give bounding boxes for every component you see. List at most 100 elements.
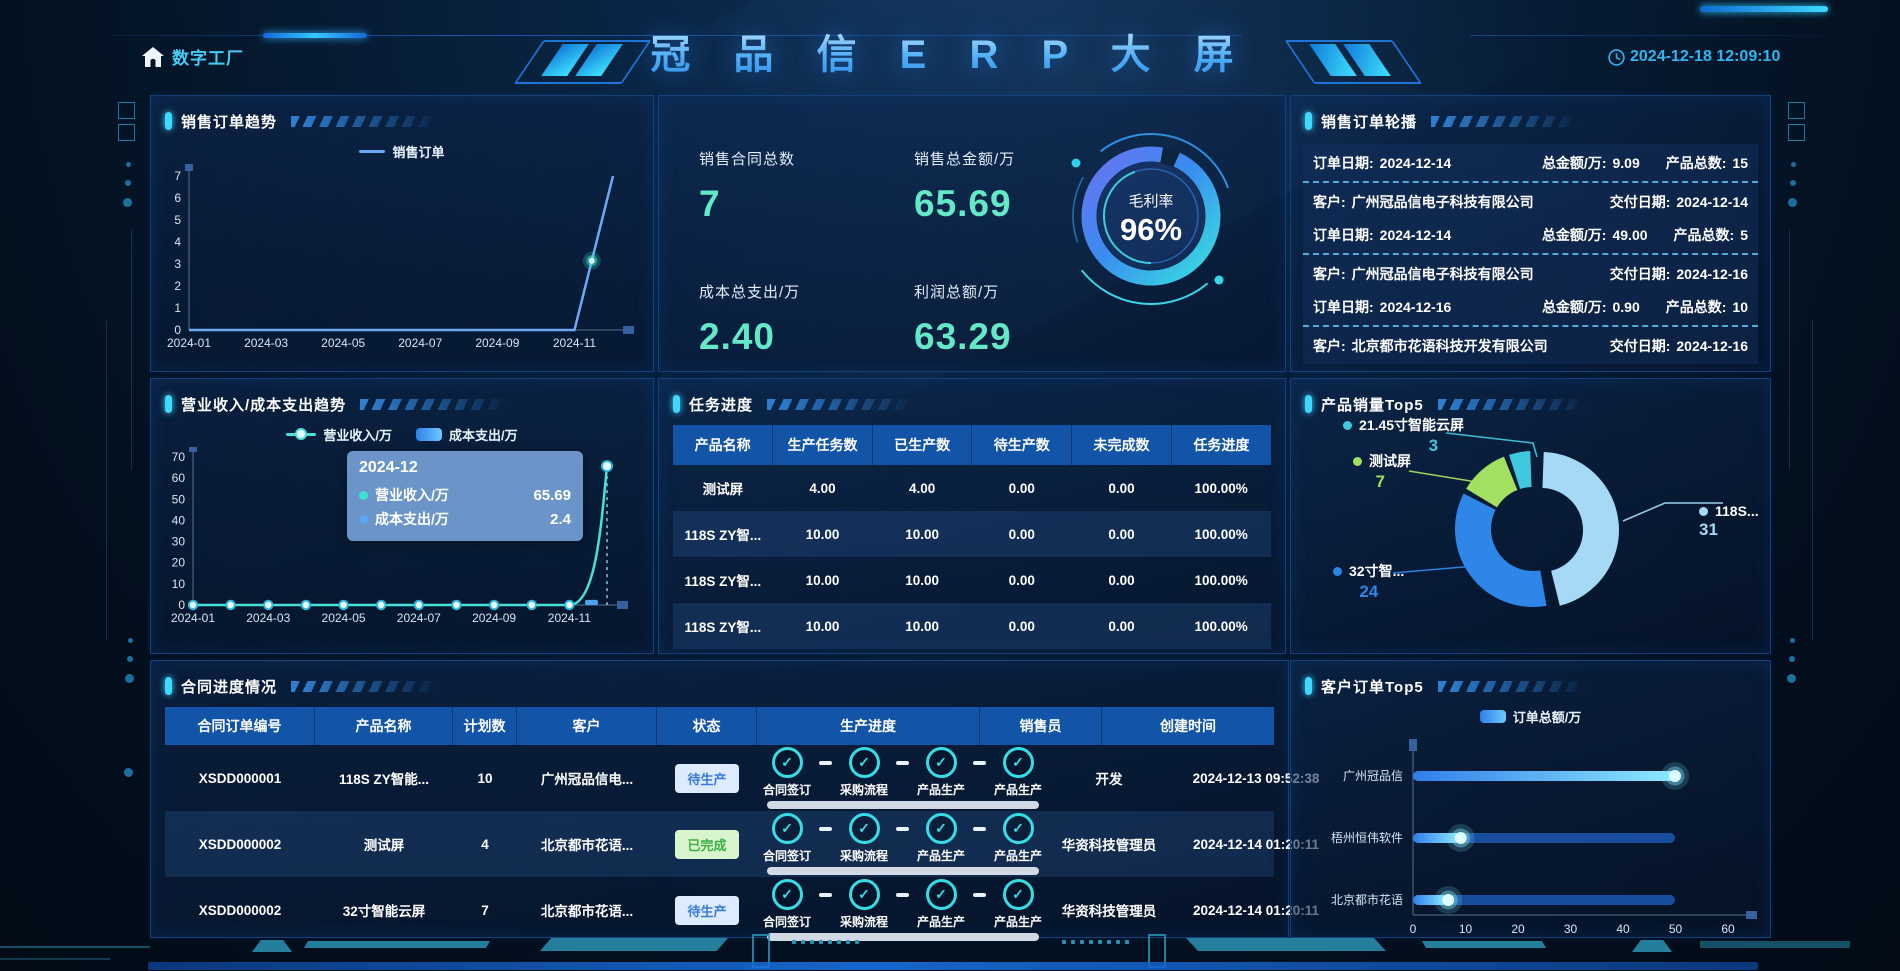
step-label: 产品生产 bbox=[916, 849, 965, 863]
bar-legend-marker bbox=[1479, 709, 1506, 723]
field-label: 产品总数: bbox=[1665, 298, 1727, 315]
table-row: XSDD000001 118S ZY智能... 10 广州冠品信电... 待生产 ✓ 合同签… bbox=[165, 745, 1319, 811]
legend[interactable]: 订单总额/万 bbox=[1291, 703, 1770, 729]
tooltip-series-dot bbox=[359, 514, 368, 524]
svg-text:70: 70 bbox=[172, 450, 186, 464]
table-row: 118S ZY智... 10.00 10.00 0.00 0.00 100.00% bbox=[673, 511, 1271, 557]
hash-stripes-decoration bbox=[1437, 398, 1588, 410]
edge-dot-decoration bbox=[1789, 656, 1795, 662]
count-field: 产品总数: 10 bbox=[1666, 297, 1748, 317]
hash-stripes-decoration bbox=[360, 398, 511, 410]
carousel-item: 客户: 广州冠品信电子科技有限公司 交付日期: 2024-12-14 订单日期: 2024… bbox=[1303, 183, 1758, 255]
legend-label: 成本支出/万 bbox=[449, 427, 518, 443]
progress-steps: ✓ 合同签订 ✓ 采购流程 ✓ 产品生产 ✓ 产品生产 bbox=[757, 879, 1048, 930]
svg-text:2024-03: 2024-03 bbox=[244, 336, 288, 350]
contract-progress-table: 合同订单编号 产品名称 计划数 客户 状态 生产进度 销售员 创建时间 XSDD000001 11… bbox=[165, 707, 1319, 943]
carousel-line: 订单日期: 2024-12-14 总金额/万: 49.00 产品总数: 5 bbox=[1313, 218, 1748, 251]
table-cell: 4.00 bbox=[909, 480, 936, 496]
kpi-label: 成本总支出/万 bbox=[699, 284, 801, 301]
step-check-icon: ✓ bbox=[771, 747, 803, 778]
field-label: 产品总数: bbox=[1673, 226, 1735, 243]
svg-text:1: 1 bbox=[174, 301, 181, 315]
field-label: 总金额/万: bbox=[1541, 298, 1607, 315]
field-label: 交付日期: bbox=[1609, 265, 1671, 282]
column-header: 待生产数 bbox=[971, 425, 1073, 465]
donut-slice-name: 32寸智... bbox=[1333, 561, 1404, 581]
salesman-cell: 开发 bbox=[1095, 772, 1123, 787]
brand-home[interactable]: 数字工厂 bbox=[142, 44, 244, 69]
footer-decoration bbox=[540, 938, 728, 951]
table-row: 118S ZY智... 10.00 10.00 0.00 0.00 100.00% bbox=[673, 557, 1271, 603]
field-label: 总金额/万: bbox=[1541, 154, 1607, 171]
table-row: XSDD000002 32寸智能云屏 7 北京都市花语... 待生产 ✓ 合同签订 ✓ 采购流程… bbox=[165, 877, 1319, 943]
series-dot bbox=[1333, 566, 1342, 576]
field-label: 产品总数: bbox=[1665, 154, 1727, 171]
panel-title: 销售订单趋势 bbox=[181, 113, 278, 131]
footer-decoration bbox=[1421, 941, 1547, 948]
header-line-decoration bbox=[112, 35, 1242, 36]
footer-decoration bbox=[303, 941, 491, 948]
revenue-cost-chart[interactable]: 0 10 20 30 40 50 60 70 2024-01 2024-03 2024-05 2024… bbox=[159, 447, 645, 639]
donut-slice-name: 21.45寸智能云屏 bbox=[1343, 415, 1464, 435]
step-label: 产品生产 bbox=[993, 849, 1042, 863]
svg-text:6: 6 bbox=[174, 191, 181, 205]
progress-bar bbox=[766, 933, 1039, 941]
sales-trend-line-chart[interactable]: 0 1 2 3 4 5 6 7 2024-01 2024-03 2024-05 2024-07 2024… bbox=[159, 164, 645, 362]
step-connector bbox=[896, 761, 909, 765]
carousel-item: 客户: 北京都市花语科技开发有限公司 交付日期: 2024-12-16 bbox=[1303, 327, 1758, 364]
count-value: 15 bbox=[1732, 154, 1748, 171]
panel-task-progress: 任务进度 产品名称 生产任务数 已生产数 待生产数 未完成数 任务进度 测试屏 4.00 4.… bbox=[658, 378, 1286, 654]
panel-header: 合同进度情况 bbox=[151, 661, 1288, 701]
edge-dot-decoration bbox=[126, 162, 131, 167]
tooltip-series-label: 成本支出/万 bbox=[375, 511, 449, 527]
count-value: 5 bbox=[1740, 226, 1748, 243]
order-carousel-list[interactable]: 订单日期: 2024-12-14 总金额/万: 9.09 产品总数: 15 客户: 广州冠品信… bbox=[1291, 136, 1770, 364]
legend[interactable]: 销售订单 bbox=[151, 138, 653, 164]
column-header: 状态 bbox=[657, 707, 757, 745]
qty-cell: 7 bbox=[481, 902, 489, 918]
customer-value: 北京都市花语科技开发有限公司 bbox=[1351, 337, 1548, 354]
edge-square-decoration bbox=[118, 124, 135, 141]
panel-sales-order-carousel: 销售订单轮播 订单日期: 2024-12-14 总金额/万: 9.09 产品总数: 15 客… bbox=[1290, 95, 1771, 372]
panel-title: 合同进度情况 bbox=[181, 678, 278, 696]
created-cell: 2024-12-14 01:20:11 bbox=[1192, 902, 1320, 918]
edge-dot-decoration bbox=[125, 674, 134, 683]
svg-text:2024-07: 2024-07 bbox=[397, 611, 441, 625]
hash-stripes-decoration bbox=[291, 680, 442, 692]
gross-margin-gauge: 毛利率 96% bbox=[1031, 102, 1271, 337]
table-cell: 0.00 bbox=[1071, 511, 1172, 557]
created-cell: 2024-12-14 01:20:11 bbox=[1192, 836, 1320, 852]
progress-step: ✓ 产品生产 bbox=[911, 747, 971, 798]
edge-line-decoration bbox=[1789, 230, 1790, 470]
table-cell: 118S ZY智... bbox=[673, 603, 773, 649]
panel-kpi-summary: 销售合同总数 7 销售总金额/万 65.69 成本总支出/万 2.40 利润总额/万 63.2… bbox=[658, 95, 1286, 372]
step-label: 采购流程 bbox=[839, 849, 888, 863]
kpi-label: 销售总金额/万 bbox=[914, 151, 1016, 168]
footer-decoration bbox=[1186, 938, 1386, 951]
step-check-icon: ✓ bbox=[925, 813, 957, 844]
header-glow-segment bbox=[263, 33, 367, 38]
line-legend-marker bbox=[359, 149, 386, 153]
clock-icon bbox=[1608, 48, 1625, 66]
kpi-item: 销售合同总数 7 bbox=[699, 148, 914, 225]
edge-square-decoration bbox=[1788, 124, 1805, 141]
order-no-cell: XSDD000002 bbox=[198, 836, 282, 852]
line-legend-marker bbox=[286, 428, 317, 440]
step-connector bbox=[819, 893, 832, 897]
svg-text:20: 20 bbox=[172, 556, 186, 570]
svg-text:2: 2 bbox=[174, 279, 181, 293]
step-connector bbox=[973, 893, 986, 897]
carousel-line: 客户: 广州冠品信电子科技有限公司 交付日期: 2024-12-14 bbox=[1313, 185, 1748, 218]
legend-label: 营业收入/万 bbox=[323, 427, 392, 443]
table-cell: 118S ZY智... bbox=[673, 511, 773, 557]
product-donut-chart[interactable] bbox=[1291, 413, 1770, 647]
table-cell: 4.00 bbox=[809, 480, 836, 496]
table-cell: 0.00 bbox=[1108, 480, 1135, 496]
table-cell: 118S ZY智... bbox=[684, 574, 762, 589]
bar-legend-marker bbox=[416, 427, 442, 441]
legend[interactable]: 营业收入/万 成本支出/万 bbox=[151, 421, 653, 447]
column-header: 产品名称 bbox=[673, 425, 774, 465]
column-header: 生产进度 bbox=[757, 707, 980, 745]
step-check-icon: ✓ bbox=[848, 879, 880, 910]
